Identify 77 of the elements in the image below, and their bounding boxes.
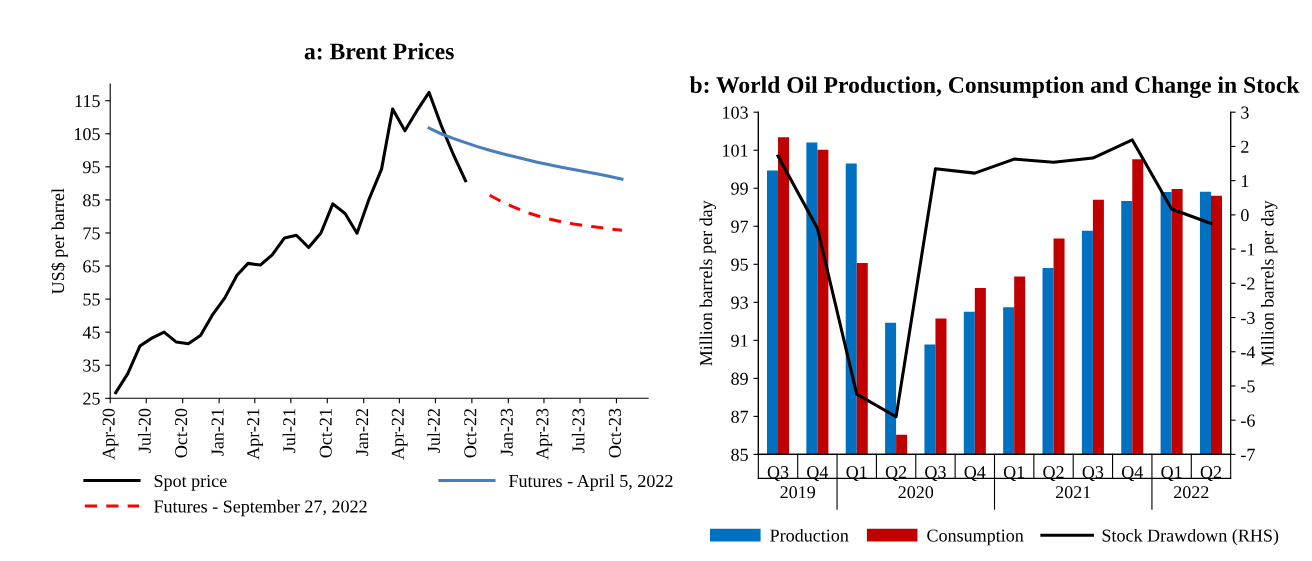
y2-tick-label: 3 xyxy=(1241,106,1249,119)
x-tick-label: Jul-23 xyxy=(571,408,585,453)
y-tick-label: 65 xyxy=(83,260,100,273)
y-axis-title: US$ per barrel xyxy=(50,188,68,294)
y2-tick-label: -7 xyxy=(1241,448,1255,461)
legend-label: Production xyxy=(770,528,849,542)
y2-tick-label: -6 xyxy=(1241,414,1255,427)
x-tick-label: Apr-21 xyxy=(247,409,263,460)
y-tick-label: 97 xyxy=(731,220,749,233)
x-tick-label: Oct-20 xyxy=(175,408,188,458)
y2-axis-title: Million barrels per day xyxy=(1260,200,1278,366)
y-tick-label: 91 xyxy=(731,334,748,347)
y-tick-label: 95 xyxy=(83,161,100,174)
x-tick-label: Q3 xyxy=(767,466,789,481)
x-tick-label: Jan-22 xyxy=(356,409,369,456)
y-tick-label: 103 xyxy=(723,106,748,119)
legend-label: Futures - April 5, 2022 xyxy=(508,474,673,491)
y2-tick-label: 2 xyxy=(1241,140,1249,153)
legend-label: Spot price xyxy=(154,474,227,491)
x-tick-label: Jul-20 xyxy=(138,408,151,453)
x-tick-label: Q1 xyxy=(846,466,867,481)
legend-label: Stock Drawdown (RHS) xyxy=(1102,528,1279,546)
line-series xyxy=(488,193,624,232)
y-tick-label: 101 xyxy=(723,144,748,157)
y2-tick-label: -2 xyxy=(1241,277,1255,290)
x-tick-label: Oct-23 xyxy=(608,408,621,458)
line-series xyxy=(114,90,468,395)
text: 2020 xyxy=(898,486,934,499)
y-tick-label: 99 xyxy=(731,182,748,195)
y-tick-label: 25 xyxy=(83,392,100,405)
y-tick-label: 95 xyxy=(731,258,748,271)
x-tick-label: Q1 xyxy=(1161,466,1182,481)
y-tick-label: 87 xyxy=(731,410,749,423)
y-tick-label: 115 xyxy=(75,95,100,108)
line-series xyxy=(776,138,1213,419)
legend-label: Futures - September 27, 2022 xyxy=(154,499,367,517)
y-tick-label: 85 xyxy=(83,194,100,207)
x-tick-label: Q3 xyxy=(925,466,946,481)
line-series xyxy=(427,126,624,181)
text: 2022 xyxy=(1174,486,1209,499)
x-tick-label: Q2 xyxy=(885,466,907,481)
x-tick-label: Jan-23 xyxy=(500,408,513,456)
y-axis-title: Million barrels per day xyxy=(699,200,716,366)
y2-tick-label: -3 xyxy=(1241,311,1255,324)
y2-tick-label: -4 xyxy=(1241,346,1256,359)
x-tick-label: Apr-22 xyxy=(391,409,408,460)
x-tick-label: Q1 xyxy=(1003,466,1025,481)
x-tick-label: Q3 xyxy=(1082,466,1104,481)
text: 2021 xyxy=(1055,486,1091,499)
x-tick-label: Q4 xyxy=(807,466,829,481)
y2-tick-label: 0 xyxy=(1241,209,1249,222)
y2-tick-label: -1 xyxy=(1241,243,1255,256)
x-tick-label: Jan-21 xyxy=(211,409,224,456)
y-tick-label: 93 xyxy=(731,296,748,309)
y2-tick-label: -5 xyxy=(1241,380,1255,393)
x-tick-label: Q4 xyxy=(1121,466,1144,481)
chart-title: b: World Oil Production, Consumption and Change in Stock xyxy=(689,76,1300,98)
x-tick-label: Q4 xyxy=(964,466,986,481)
x-tick-label: Apr-23 xyxy=(536,408,553,460)
y2-tick-label: 1 xyxy=(1241,174,1249,187)
text: 2019 xyxy=(780,486,816,499)
y-tick-label: 85 xyxy=(731,448,748,461)
y-tick-label: 45 xyxy=(82,326,100,339)
y-tick-label: 55 xyxy=(83,293,100,306)
x-tick-label: Jul-21 xyxy=(282,409,296,453)
x-tick-label: Oct-22 xyxy=(464,409,477,458)
x-tick-label: Oct-21 xyxy=(319,409,332,458)
y-tick-label: 105 xyxy=(74,128,100,141)
x-tick-label: Q2 xyxy=(1043,466,1064,481)
x-tick-label: Apr-20 xyxy=(102,408,119,460)
y-tick-label: 75 xyxy=(83,227,100,240)
y-tick-label: 89 xyxy=(731,372,748,385)
chart-title: a: Brent Prices xyxy=(304,42,454,60)
y-tick-label: 35 xyxy=(83,359,100,372)
x-tick-label: Q2 xyxy=(1200,466,1222,481)
x-tick-label: Jul-22 xyxy=(427,409,440,453)
legend-label: Consumption xyxy=(927,529,1024,546)
